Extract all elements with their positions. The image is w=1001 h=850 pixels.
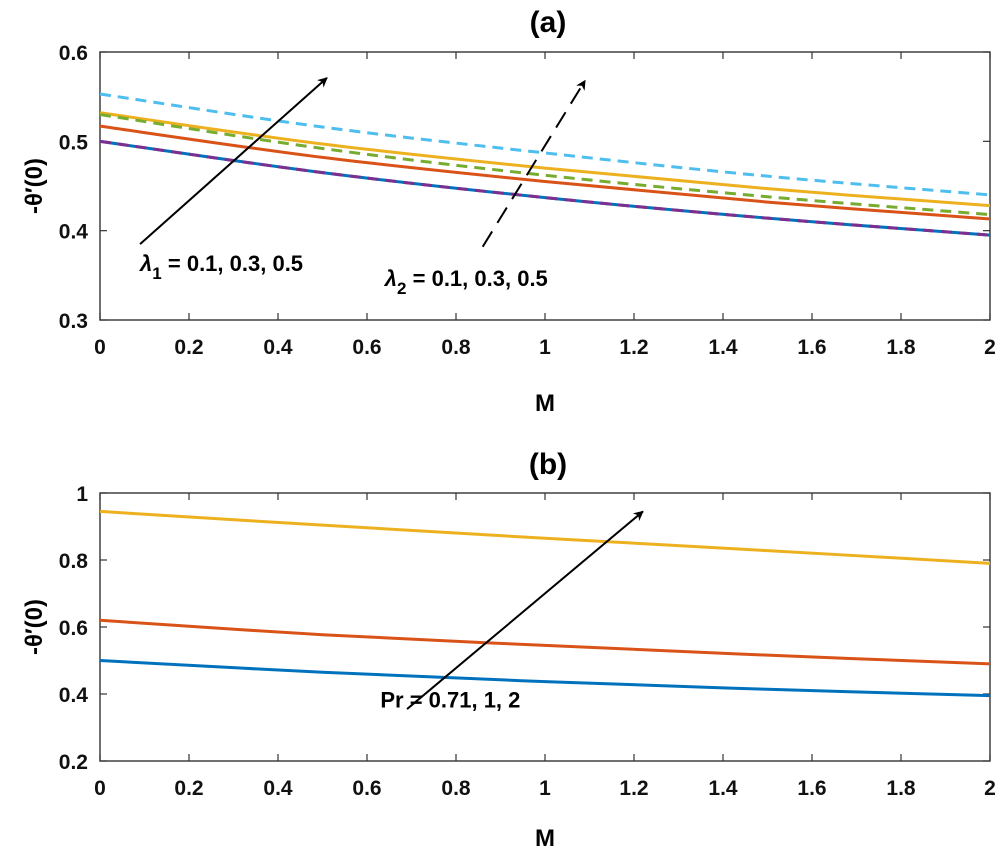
- panel-b-annotations: Pr = 0.71, 1, 2: [380, 510, 644, 712]
- panel-b-xtick-label: 1.6: [797, 777, 826, 800]
- panel-b-annotation-arrow: [406, 510, 644, 710]
- panel-a-annotation-arrow: [139, 77, 328, 245]
- panel-b-ytick-label: 0.4: [59, 684, 89, 707]
- series-line--2-0-5: [99, 92, 991, 197]
- series-line--1-0-1: [99, 139, 991, 237]
- panel-b-xtick-label: 1.8: [886, 777, 916, 800]
- panel-a-xtick-label: 1.6: [797, 336, 826, 359]
- panel-a-ytick-label: 0.6: [59, 42, 88, 65]
- panel-a-ytick-label: 0.3: [59, 310, 88, 333]
- panel-b-xtick-label: 0: [94, 777, 106, 800]
- panel-b-xtick-label: 1: [539, 777, 551, 800]
- panel-b-xtick-label: 0.4: [263, 777, 293, 800]
- panel-b-annotation-label: Pr = 0.71, 1, 2: [380, 687, 520, 712]
- series-line--2-0-1: [99, 139, 991, 237]
- panel-a-xtick-label: 0.4: [263, 336, 293, 359]
- panel-a-xlabel: M: [535, 390, 555, 417]
- panel-a-xtick-label: 1: [539, 336, 551, 359]
- panel-a-ytick-label: 0.5: [59, 131, 89, 154]
- panel-b-ticks: 0 0.2 0.4 0.6 0.8 1 1.2 1.4 1.6 1.8 2 0.2 0.4 0.6 0.8 1: [59, 483, 996, 800]
- series-line-pr-0-71: [99, 659, 991, 698]
- panel-b-xlabel: M: [535, 825, 555, 850]
- panel-a-annotations: λ1 = 0.1, 0.3, 0.5 λ2 = 0.1, 0.3, 0.5: [139, 77, 586, 298]
- panel-b-ytick-label: 0.2: [59, 751, 88, 774]
- panel-a-title: (a): [530, 6, 567, 39]
- panel-a-xtick-label: 1.4: [708, 336, 738, 359]
- panel-b-ytick-label: 1: [76, 483, 88, 506]
- panel-a-annotation-label: λ2 = 0.1, 0.3, 0.5: [384, 266, 548, 298]
- panel-a-ticks: 0 0.2 0.4 0.6 0.8 1 1.2 1.4 1.6 1.8 2 0.3 0.4 0.5 0.6: [59, 42, 996, 359]
- panel-a-ylabel: -θ′(0): [21, 158, 48, 214]
- panel-a-xtick-label: 1.8: [886, 336, 916, 359]
- panel-a-xtick-label: 2: [984, 336, 996, 359]
- panel-b-xtick-label: 2: [984, 777, 996, 800]
- panel-a-series: [99, 92, 991, 237]
- series-line-pr-1: [99, 618, 991, 666]
- panel-b-title: (b): [529, 448, 567, 481]
- series-line-pr-2: [99, 509, 991, 565]
- panel-b-frame: [99, 492, 991, 762]
- panel-a-ytick-label: 0.4: [59, 221, 89, 244]
- panel-a-xtick-label: 0.8: [441, 336, 471, 359]
- series-line--1-0-3: [99, 124, 991, 221]
- series-line--1-0-5: [99, 111, 991, 208]
- panel-a-xtick-label: 0.6: [352, 336, 381, 359]
- panel-a-annotation-label: λ1 = 0.1, 0.3, 0.5: [139, 251, 303, 283]
- panel-a-annotation-arrow: [481, 79, 586, 248]
- series-line--2-0-3: [99, 113, 991, 217]
- panel-a: (a) 0 0.2 0.4 0.6 0.8 1 1.2 1.4 1.6 1.8 2 0.3 0.4 0.5…: [21, 6, 996, 417]
- panel-b-ylabel: -θ′(0): [21, 599, 48, 655]
- panel-b: (b) 0 0.2 0.4 0.6 0.8 1 1.2 1.4 1.6 1.8 2 0.2 0.4 0.6…: [21, 448, 996, 850]
- panel-a-xtick-label: 1.2: [619, 336, 648, 359]
- panel-b-ytick-label: 0.8: [59, 550, 89, 573]
- panel-b-xtick-label: 1.4: [708, 777, 738, 800]
- panel-a-xtick-label: 0: [94, 336, 106, 359]
- panel-b-xtick-label: 0.6: [352, 777, 381, 800]
- panel-b-xtick-label: 1.2: [619, 777, 648, 800]
- panel-b-ytick-label: 0.6: [59, 617, 88, 640]
- panel-a-xtick-label: 0.2: [174, 336, 203, 359]
- panel-b-xtick-label: 0.2: [174, 777, 203, 800]
- panel-b-xtick-label: 0.8: [441, 777, 471, 800]
- panel-b-series: [99, 509, 991, 698]
